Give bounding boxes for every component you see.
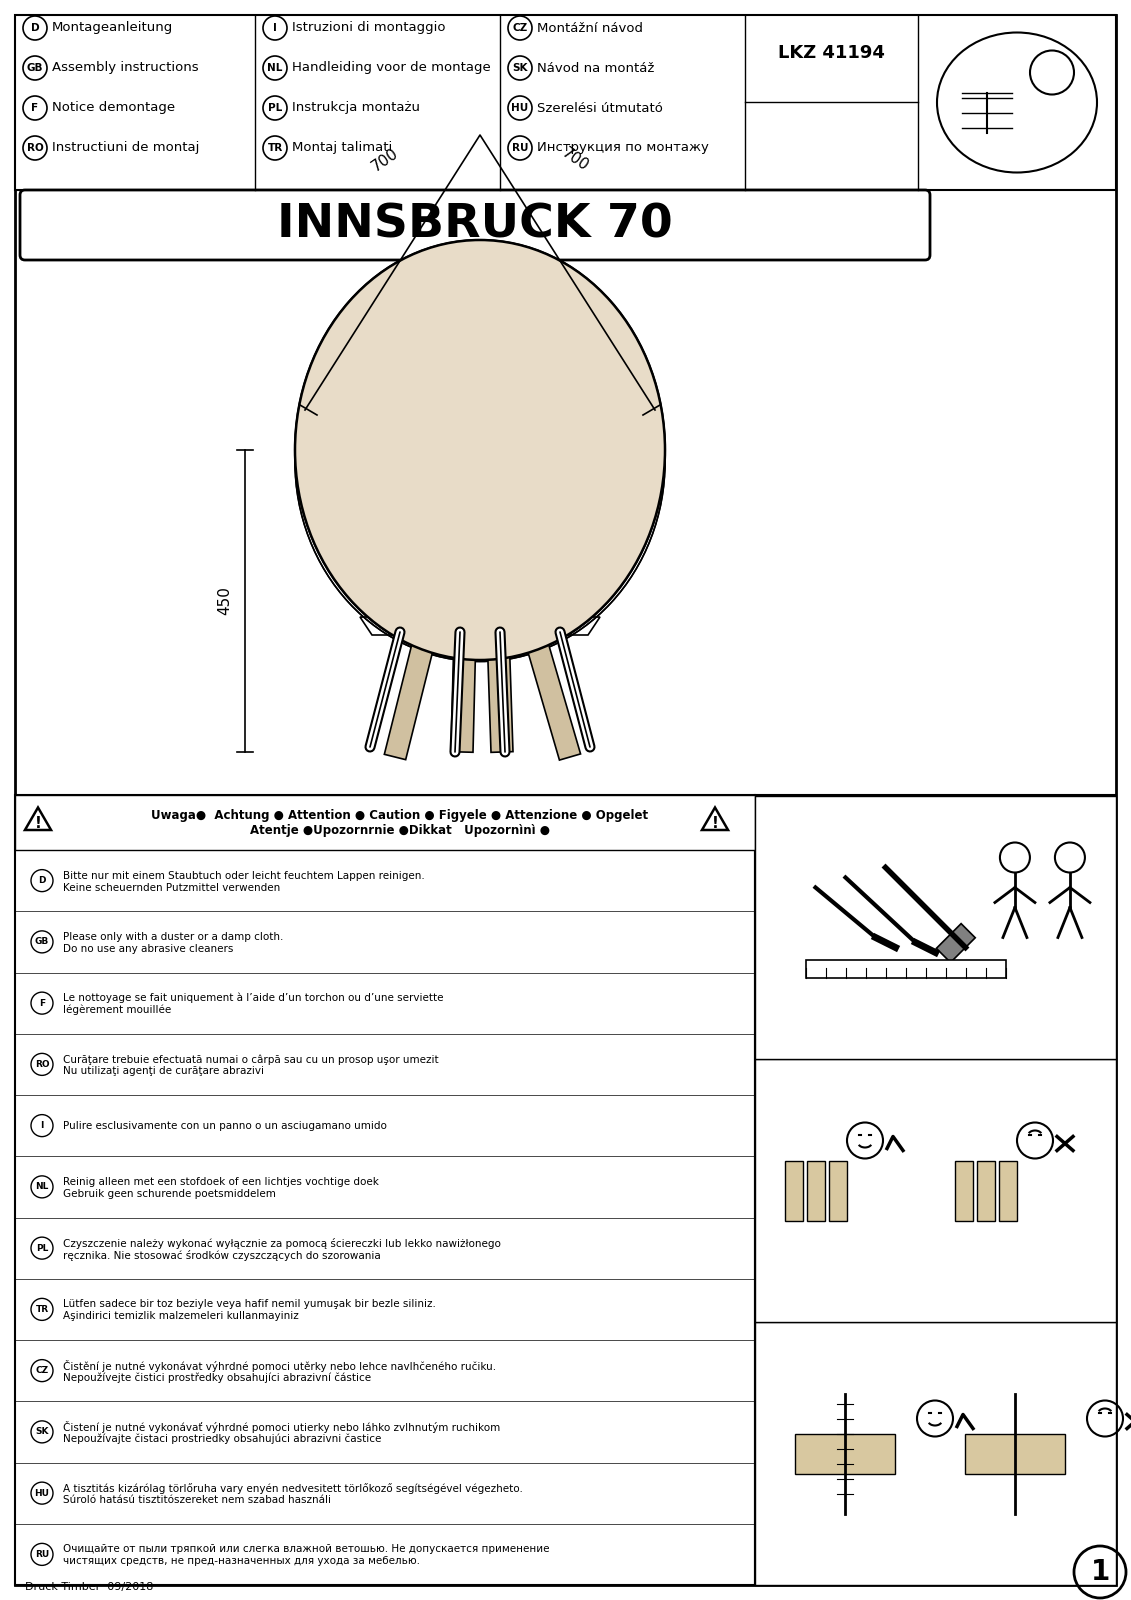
Text: D: D (31, 22, 40, 34)
Text: HU: HU (511, 102, 528, 114)
Text: 700: 700 (369, 146, 402, 174)
Text: LKZ 41194: LKZ 41194 (778, 43, 884, 62)
Text: PL: PL (36, 1243, 49, 1253)
Bar (805, 960, 1005, 978)
Text: SK: SK (512, 62, 528, 74)
Text: Nu utilizaţi agenţi de curăţare abrazivi: Nu utilizaţi agenţi de curăţare abrazivi (63, 1066, 264, 1077)
Bar (756, 1322, 1116, 1586)
Text: !: ! (35, 816, 42, 832)
Text: I: I (273, 22, 277, 34)
Text: Čistení je nutné vykonávať výhrdné pomoci utierky nebo láhko zvlhnutým ruchikom: Čistení je nutné vykonávať výhrdné pomoc… (63, 1421, 500, 1434)
Text: RO: RO (27, 142, 43, 154)
Text: 700: 700 (559, 146, 592, 174)
Bar (756, 795, 1116, 1586)
Bar (808, 1160, 824, 1221)
Text: Nepoužívejte čistici prostředky obsahujíci abrazivní částice: Nepoužívejte čistici prostředky obsahují… (63, 1373, 371, 1382)
Text: RU: RU (511, 142, 528, 154)
Polygon shape (451, 632, 476, 752)
Text: Čistění je nutné vykonávat výhrdné pomoci utěrky nebo lehce navlhčeného ručiku.: Čistění je nutné vykonávat výhrdné pomoc… (63, 1360, 497, 1371)
Text: Atentje ●Upozornrnie ●Dikkat   Upozornìnì ●: Atentje ●Upozornrnie ●Dikkat Upozornìnì … (250, 824, 550, 837)
Bar (15, 795, 756, 850)
Text: Pulire esclusivamente con un panno o un asciugamano umido: Pulire esclusivamente con un panno o un … (63, 1120, 387, 1131)
Text: Gebruik geen schurende poetsmiddelem: Gebruik geen schurende poetsmiddelem (63, 1189, 276, 1198)
Bar (785, 1160, 803, 1221)
Text: Montážní návod: Montážní návod (537, 21, 644, 35)
FancyBboxPatch shape (15, 14, 1116, 1586)
Text: PL: PL (268, 102, 282, 114)
Text: 1: 1 (1090, 1558, 1110, 1586)
Text: I: I (41, 1122, 44, 1130)
Text: Assembly instructions: Assembly instructions (52, 61, 199, 75)
Text: TR: TR (35, 1306, 49, 1314)
Text: HU: HU (35, 1488, 50, 1498)
Text: CZ: CZ (35, 1366, 49, 1374)
Text: Szerelési útmutató: Szerelési útmutató (537, 101, 663, 115)
Text: чистящих средств, не пред-назначенных для ухода за мебелью.: чистящих средств, не пред-назначенных дл… (63, 1557, 420, 1566)
Text: Instrukcja montażu: Instrukcja montażu (292, 101, 420, 115)
Text: Lütfen sadece bir toz beziyle veya hafif nemil yumuşak bir bezle siliniz.: Lütfen sadece bir toz beziyle veya hafif… (63, 1299, 435, 1309)
Text: Reinig alleen met een stofdoek of een lichtjes vochtige doek: Reinig alleen met een stofdoek of een li… (63, 1178, 379, 1187)
Text: TR: TR (267, 142, 283, 154)
Text: Handleiding voor de montage: Handleiding voor de montage (292, 61, 491, 75)
Text: GB: GB (27, 62, 43, 74)
Text: NL: NL (267, 62, 283, 74)
Text: Súroló hatású tisztitószereket nem szabad használi: Súroló hatású tisztitószereket nem szaba… (63, 1494, 331, 1506)
Bar (756, 795, 1116, 1059)
Ellipse shape (426, 454, 534, 474)
Text: Druck Timber  09/2018: Druck Timber 09/2018 (25, 1582, 154, 1592)
Text: Curăţare trebuie efectuată numai o cârpă sau cu un prosop uşor umezit: Curăţare trebuie efectuată numai o cârpă… (63, 1054, 439, 1064)
Polygon shape (525, 634, 580, 760)
Text: Инструкция по монтажу: Инструкция по монтажу (537, 141, 709, 155)
Bar (829, 1160, 847, 1221)
Text: INNSBRUCK 70: INNSBRUCK 70 (277, 203, 673, 248)
Text: RU: RU (35, 1550, 49, 1558)
Bar (965, 1434, 1065, 1474)
Text: A tisztitás kizárólag törlőruha vary enyén nedvesitett törlőkoző segítségével vé: A tisztitás kizárólag törlőruha vary eny… (63, 1483, 523, 1494)
Text: Montageanleitung: Montageanleitung (52, 21, 173, 35)
Text: Montaj talimati: Montaj talimati (292, 141, 392, 155)
FancyBboxPatch shape (20, 190, 930, 259)
Text: Návod na montáž: Návod na montáž (537, 61, 655, 75)
Text: Очищайте от пыли тряпкой или слегка влажной ветошью. Не допускается применение: Очищайте от пыли тряпкой или слегка влаж… (63, 1544, 550, 1554)
Polygon shape (487, 632, 513, 752)
Text: ręcznika. Nie stosować środków czyszczących do szorowania: ręcznika. Nie stosować środków czyszcząc… (63, 1250, 381, 1261)
Text: CZ: CZ (512, 22, 528, 34)
Text: !: ! (711, 816, 718, 832)
Ellipse shape (295, 240, 665, 659)
Text: légèrement mouillée: légèrement mouillée (63, 1005, 171, 1016)
Text: Uwaga●  Achtung ● Attention ● Caution ● Figyele ● Attenzione ● Opgelet: Uwaga● Achtung ● Attention ● Caution ● F… (152, 810, 648, 822)
Bar (15, 795, 756, 1586)
Text: 450: 450 (217, 587, 233, 616)
Text: Notice demontage: Notice demontage (52, 101, 175, 115)
Bar (936, 923, 975, 963)
Text: Czyszczenie należy wykonać wyłącznie za pomocą ściereczki lub lekko nawiżłonego: Czyszczenie należy wykonać wyłącznie za … (63, 1238, 501, 1248)
Bar (955, 1160, 973, 1221)
Bar (999, 1160, 1017, 1221)
Polygon shape (428, 464, 532, 642)
Text: Instructiuni de montaj: Instructiuni de montaj (52, 141, 199, 155)
Polygon shape (385, 634, 435, 760)
Text: D: D (38, 877, 45, 885)
Text: RO: RO (35, 1059, 50, 1069)
Text: Aşindirici temizlik malzemeleri kullanmayiniz: Aşindirici temizlik malzemeleri kullanma… (63, 1312, 299, 1322)
Text: Keine scheuernden Putzmittel verwenden: Keine scheuernden Putzmittel verwenden (63, 883, 280, 893)
Text: GB: GB (35, 938, 49, 946)
Text: Nepoužívajte čistaci prostriedky obsahujúci abrazivni častice: Nepoužívajte čistaci prostriedky obsahuj… (63, 1434, 381, 1445)
Text: Do no use any abrasive cleaners: Do no use any abrasive cleaners (63, 944, 233, 954)
Bar (795, 1434, 895, 1474)
Text: Please only with a duster or a damp cloth.: Please only with a duster or a damp clot… (63, 931, 284, 942)
Text: NL: NL (35, 1182, 49, 1192)
Text: Le nottoyage se fait uniquement à l’aide d’un torchon ou d’une serviette: Le nottoyage se fait uniquement à l’aide… (63, 994, 443, 1003)
Bar (756, 1059, 1116, 1322)
Ellipse shape (426, 634, 534, 654)
Text: Bitte nur mit einem Staubtuch oder leicht feuchtem Lappen reinigen.: Bitte nur mit einem Staubtuch oder leich… (63, 870, 425, 880)
Text: F: F (38, 998, 45, 1008)
Bar (15, 14, 1116, 190)
Text: Istruzioni di montaggio: Istruzioni di montaggio (292, 21, 446, 35)
Bar (977, 1160, 995, 1221)
Text: SK: SK (35, 1427, 49, 1437)
Text: F: F (32, 102, 38, 114)
